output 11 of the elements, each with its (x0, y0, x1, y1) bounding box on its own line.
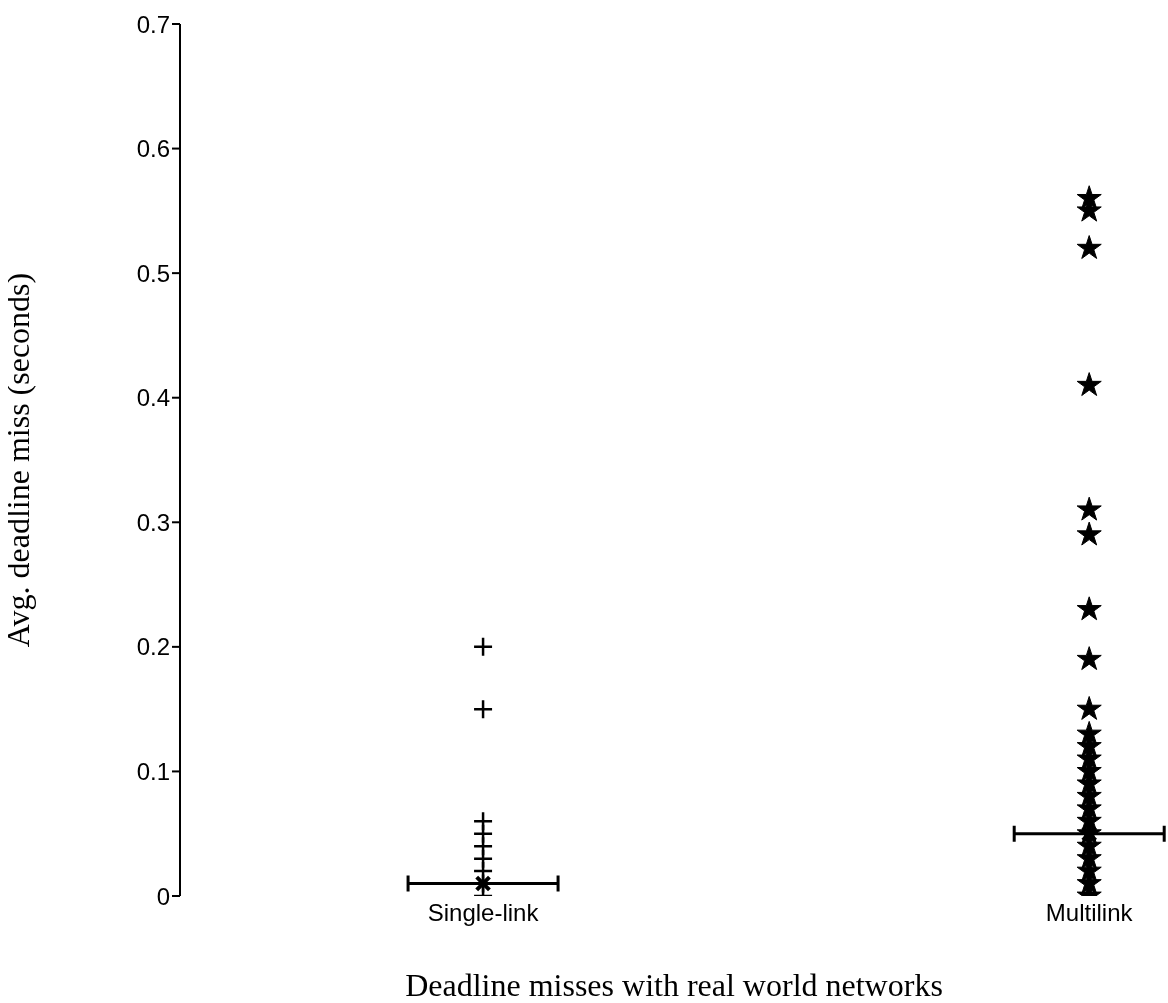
y-tick-label: 0.2 (136, 633, 170, 661)
x-axis-title: Deadline misses with real world networks (405, 967, 943, 1003)
x-tick-label: Single-link (427, 899, 540, 927)
y-tick-label: 0.6 (136, 135, 170, 163)
y-tick-label: 0.3 (136, 508, 170, 536)
y-tick-label: 0.1 (136, 757, 170, 785)
y-tick-label: 0 (156, 882, 170, 910)
y-tick-label: 0.7 (136, 10, 170, 38)
y-tick-label: 0.4 (136, 384, 170, 412)
x-tick-label: Multilink (1045, 899, 1134, 927)
y-tick-label: 0.5 (136, 259, 170, 287)
